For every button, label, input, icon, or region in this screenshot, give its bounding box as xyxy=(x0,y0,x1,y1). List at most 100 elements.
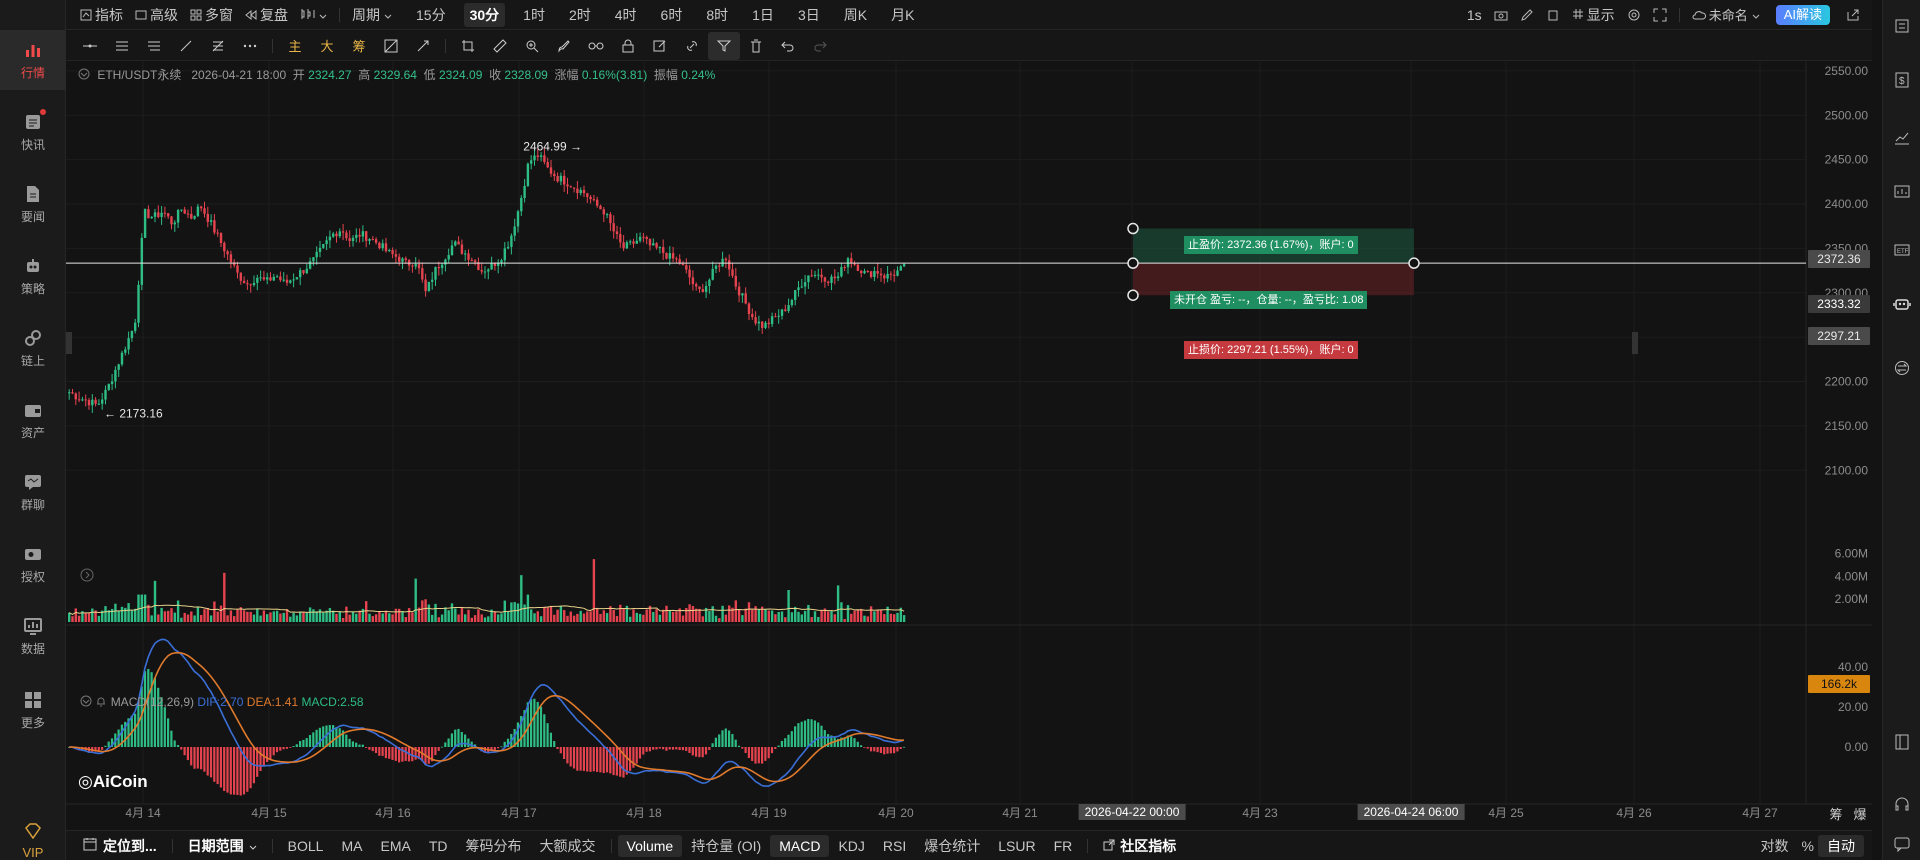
compare-icon[interactable] xyxy=(375,32,407,60)
percent-scale-toggle[interactable]: % xyxy=(1801,837,1814,854)
monitor-chart-icon[interactable] xyxy=(1883,174,1920,210)
lock-icon[interactable] xyxy=(612,32,644,60)
sidebar-item-4[interactable]: 链上 xyxy=(0,318,66,378)
period-dropdown[interactable]: 周期 xyxy=(346,3,398,27)
trend-chart-icon[interactable] xyxy=(1883,120,1920,156)
dollar-icon[interactable]: $ xyxy=(1883,62,1920,98)
zoom-in-icon[interactable] xyxy=(516,32,548,60)
sidebar-item-7[interactable]: 授权 xyxy=(0,534,66,594)
bell-icon[interactable] xyxy=(95,695,107,710)
volume-collapse-icon[interactable] xyxy=(80,568,94,585)
indicator-toggle-3[interactable]: TD xyxy=(428,837,448,854)
interval-1[interactable]: 30分 xyxy=(463,2,506,27)
sidebar-item-8[interactable]: 数据 xyxy=(0,606,66,666)
ai-interpret-button[interactable]: AI解读 xyxy=(1775,4,1830,25)
undo-icon[interactable] xyxy=(772,32,804,60)
interval-9[interactable]: 周K xyxy=(843,6,868,23)
sidebar-toggle-icon[interactable] xyxy=(1883,724,1920,760)
auto-scale-toggle[interactable]: 自动 xyxy=(1818,834,1864,857)
magnet-icon[interactable] xyxy=(580,32,612,60)
sidebar-item-5[interactable]: 资产 xyxy=(0,390,66,450)
interval-0[interactable]: 15分 xyxy=(416,6,446,23)
x-axis-corner_burst[interactable]: 爆 xyxy=(1853,807,1867,822)
interval-5[interactable]: 6时 xyxy=(660,6,683,23)
exchange-icon[interactable] xyxy=(1883,350,1920,386)
more-tools-icon[interactable] xyxy=(234,32,266,60)
interval-7[interactable]: 1日 xyxy=(752,6,774,23)
redo-icon[interactable] xyxy=(804,32,836,60)
settings-icon[interactable] xyxy=(1621,3,1647,27)
multi-window-button[interactable]: 多窗 xyxy=(184,3,239,27)
edit-icon[interactable] xyxy=(644,32,676,60)
chart-area[interactable]: 2550.00 2500.00 2450.00 2400.00 2350.00 2300.… xyxy=(66,62,1872,826)
locate-button[interactable]: 定位到... xyxy=(74,835,166,857)
collapse-icon[interactable] xyxy=(78,68,90,83)
interval-3[interactable]: 2时 xyxy=(568,6,591,23)
share-icon[interactable] xyxy=(1840,3,1866,27)
community-indicators-button[interactable]: 社区指标 xyxy=(1094,835,1185,857)
sub-indicator-toggle-7[interactable]: FR xyxy=(1053,837,1073,854)
indicator-toggle-2[interactable]: EMA xyxy=(380,837,411,854)
etf-icon[interactable]: ETF xyxy=(1883,232,1920,268)
pen-icon[interactable] xyxy=(1514,3,1540,27)
interval-10[interactable]: 月K xyxy=(891,6,915,23)
left-scroll-handle[interactable] xyxy=(66,332,72,354)
chart-canvas[interactable]: 2550.002500.002450.002400.002350.002300.… xyxy=(66,62,1872,826)
interval-8[interactable]: 3日 xyxy=(797,6,820,23)
main-toggle[interactable]: 主 xyxy=(288,39,302,54)
time-axis[interactable]: 4月 14 4月 15 4月 16 4月 17 4月 18 4月 19 4月 20 4月 21… xyxy=(66,804,1872,824)
fullscreen-icon[interactable] xyxy=(1647,3,1673,27)
order-book-icon[interactable] xyxy=(1883,8,1920,44)
interval-2[interactable]: 1时 xyxy=(523,6,545,23)
filter-icon[interactable] xyxy=(708,31,740,60)
layout-name-dropdown[interactable]: 未命名 xyxy=(1686,3,1766,27)
headset-icon[interactable] xyxy=(1883,786,1920,822)
date-range-dropdown[interactable]: 日期范围 xyxy=(179,835,266,857)
indicator-button[interactable]: 指标 xyxy=(74,3,129,27)
trend-line-tool-icon[interactable] xyxy=(170,32,202,60)
x-axis-corner_chip[interactable]: 筹 xyxy=(1829,807,1843,822)
ruler-icon[interactable] xyxy=(484,32,516,60)
take-profit-label[interactable]: 止盈价: 2372.36 (1.67%)，账户: 0 xyxy=(1184,236,1358,254)
sub-indicator-toggle-5[interactable]: 爆仓统计 xyxy=(924,837,981,854)
brush-icon[interactable] xyxy=(548,32,580,60)
refresh-rate[interactable]: 1s xyxy=(1466,6,1482,23)
replay-button[interactable]: 复盘 xyxy=(239,3,294,27)
copy-icon[interactable] xyxy=(1540,3,1566,27)
multi-line-tool-icon[interactable] xyxy=(138,32,170,60)
collapse-icon[interactable] xyxy=(80,695,92,710)
sub-indicator-toggle-4[interactable]: RSI xyxy=(882,837,907,854)
sub-indicator-toggle-3[interactable]: KDJ xyxy=(838,837,865,854)
advanced-button[interactable]: 高级 xyxy=(129,3,184,27)
chart-style-dropdown[interactable] xyxy=(294,3,333,27)
crop-icon[interactable] xyxy=(452,32,484,60)
measure-icon[interactable] xyxy=(407,32,439,60)
indicator-toggle-1[interactable]: MA xyxy=(341,837,363,854)
sidebar-item-1[interactable]: 快讯 xyxy=(0,102,66,162)
chip-toggle[interactable]: 筹 xyxy=(352,39,366,54)
trash-icon[interactable] xyxy=(740,32,772,60)
messages-icon[interactable] xyxy=(1883,826,1920,860)
log-scale-toggle[interactable]: 对数 xyxy=(1760,837,1789,854)
fib-tool-icon[interactable] xyxy=(202,32,234,60)
indicator-toggle-0[interactable]: BOLL xyxy=(287,837,324,854)
sidebar-item-2[interactable]: 要闻 xyxy=(0,174,66,234)
sub-indicator-toggle-6[interactable]: LSUR xyxy=(998,837,1036,854)
right-scroll-handle[interactable] xyxy=(1632,332,1638,354)
big-toggle[interactable]: 大 xyxy=(320,39,334,54)
sidebar-item-0[interactable]: 行情 xyxy=(0,30,66,90)
menu-lines-tool-icon[interactable] xyxy=(106,32,138,60)
display-button[interactable]: 显示 xyxy=(1566,3,1621,27)
position-info-label[interactable]: 未开仓 盈亏: --，仓量: --，盈亏比: 1.08 xyxy=(1170,291,1368,309)
stop-loss-label[interactable]: 止损价: 2297.21 (1.55%)，账户: 0 xyxy=(1184,341,1358,359)
horizontal-line-tool-icon[interactable] xyxy=(74,32,106,60)
sidebar-item-10[interactable]: VIP xyxy=(0,820,66,860)
ai-bot-icon[interactable] xyxy=(1883,286,1920,322)
sub-indicator-toggle-0[interactable]: Volume xyxy=(617,834,683,857)
sidebar-item-9[interactable]: 更多 xyxy=(0,680,66,740)
sub-indicator-toggle-2[interactable]: MACD xyxy=(770,834,830,857)
interval-4[interactable]: 4时 xyxy=(614,6,637,23)
indicator-toggle-4[interactable]: 筹码分布 xyxy=(465,837,522,854)
link-icon[interactable] xyxy=(676,32,708,60)
interval-6[interactable]: 8时 xyxy=(706,6,729,23)
